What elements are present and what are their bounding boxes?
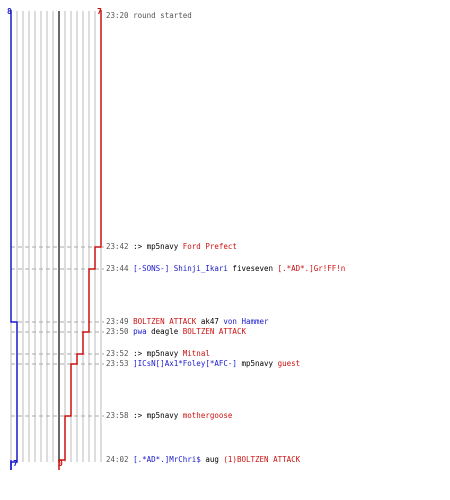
event-time: 24:02 — [106, 455, 129, 464]
event-text: guest — [277, 359, 301, 368]
event-time: 23:53 — [106, 359, 129, 368]
event-text: [.*AD*.]Gr!FF!n — [277, 264, 346, 273]
event-text: ]ICsN[]Ax1*Foley[*AFC-] — [128, 359, 237, 368]
event-row: 23:50 pwa deagle BOLTZEN ATTACK — [106, 327, 246, 337]
event-time: 23:50 — [106, 327, 129, 336]
event-text: :> — [128, 349, 147, 358]
event-text: deagle — [146, 327, 183, 336]
event-row: 23:53 ]ICsN[]Ax1*Foley[*AFC-] mp5navy gu… — [106, 359, 300, 369]
event-row: 23:58 :> mp5navy mothergoose — [106, 411, 232, 421]
event-text: von Hammer — [223, 317, 269, 326]
red-end-score: 0 — [58, 459, 63, 468]
event-row: 24:02 [.*AD*.]MrChri$ aug (1)BOLTZEN ATT… — [106, 455, 300, 465]
blue-start-score: 8 — [7, 7, 12, 16]
event-text: BOLTZEN ATTACK — [182, 327, 246, 336]
event-time: 23:58 — [106, 411, 129, 420]
event-text: mp5navy — [146, 242, 183, 251]
event-row: 23:20 round started — [106, 11, 192, 21]
event-text: pwa — [128, 327, 147, 336]
event-time: 23:52 — [106, 349, 129, 358]
event-text: BOLTZEN ATTACK — [128, 317, 197, 326]
event-text: mp5navy — [236, 359, 278, 368]
red-team-line — [58, 10, 102, 470]
timeline-chart — [10, 10, 104, 470]
red-start-score: 7 — [97, 7, 102, 16]
event-text: [-SONS-] Shinji_Ikari — [128, 264, 228, 273]
event-text: round started — [128, 11, 192, 20]
event-text: Ford Prefect — [182, 242, 237, 251]
event-text: ak47 — [196, 317, 224, 326]
event-time: 23:20 — [106, 11, 129, 20]
blue-end-score: 7 — [13, 459, 18, 468]
event-text: :> — [128, 411, 147, 420]
event-text: fiveseven — [227, 264, 278, 273]
event-row: 23:49 BOLTZEN ATTACK ak47 von Hammer — [106, 317, 269, 327]
event-text: mp5navy — [146, 411, 183, 420]
event-time: 23:42 — [106, 242, 129, 251]
event-text: [.*AD*.]MrChri$ — [128, 455, 201, 464]
event-row: 23:42 :> mp5navy Ford Prefect — [106, 242, 237, 252]
event-text: Mitnal — [182, 349, 210, 358]
blue-team-line — [10, 10, 18, 470]
event-text: mp5navy — [146, 349, 183, 358]
event-text: mothergoose — [182, 411, 233, 420]
event-text: aug — [200, 455, 224, 464]
event-time: 23:44 — [106, 264, 129, 273]
event-time: 23:49 — [106, 317, 129, 326]
event-text: :> — [128, 242, 147, 251]
event-row: 23:44 [-SONS-] Shinji_Ikari fiveseven [.… — [106, 264, 345, 274]
event-row: 23:52 :> mp5navy Mitnal — [106, 349, 210, 359]
event-text: (1)BOLTZEN ATTACK — [223, 455, 301, 464]
